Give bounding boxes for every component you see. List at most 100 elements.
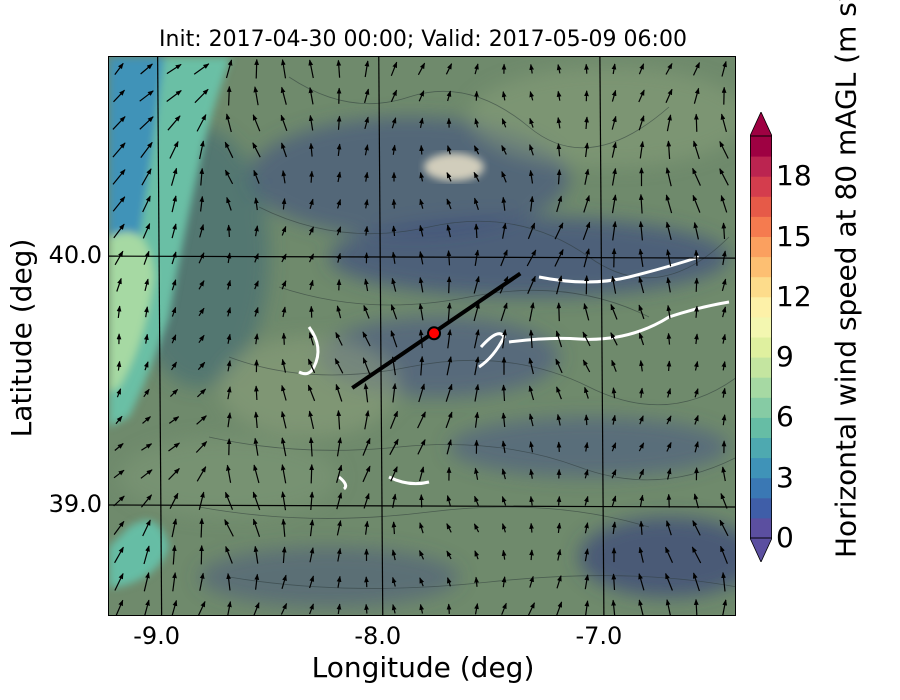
colorbar-band [750, 417, 772, 438]
wind-vector [528, 357, 534, 375]
wind-vector [474, 356, 480, 376]
wind-vector [473, 329, 480, 349]
wind-vector [309, 491, 315, 511]
wind-vector [168, 467, 180, 481]
wind-vector [721, 306, 727, 318]
wind-vector [611, 469, 617, 479]
wind-vector [198, 280, 205, 290]
wind-vector [390, 330, 398, 348]
colorbar-outline [750, 135, 772, 539]
wind-vector [336, 492, 343, 510]
wind-vector [529, 63, 535, 74]
wind-vector [584, 142, 590, 158]
wind-vector [143, 572, 150, 592]
wind-vector [639, 141, 645, 159]
colorbar-tick-label: 0 [776, 521, 794, 554]
wind-vector [224, 141, 234, 159]
wind-vector [638, 304, 645, 320]
wind-vector [226, 464, 232, 483]
wind-vector [692, 520, 701, 536]
wind-vector [193, 63, 210, 75]
wind-vector [281, 332, 287, 345]
wind-vector [473, 171, 480, 182]
wind-vector [584, 574, 590, 590]
wind-vector [114, 443, 124, 451]
wind-vector [169, 388, 179, 398]
wind-vector [583, 441, 589, 452]
wind-vector [253, 169, 260, 184]
wind-vector [171, 599, 178, 615]
colorbar-bands [750, 112, 772, 562]
wind-vector [692, 194, 701, 213]
wind-vector [252, 114, 261, 132]
colorbar-tick-label: 9 [776, 340, 794, 374]
wind-vector [226, 360, 232, 372]
wind-vector [556, 117, 562, 129]
wind-vector [309, 170, 314, 183]
wind-vector [611, 414, 617, 425]
wind-vector [171, 306, 177, 317]
wind-vector [501, 144, 507, 155]
wind-vector [694, 277, 699, 292]
wind-vector [500, 249, 508, 267]
wind-vector [639, 520, 644, 535]
wind-vector [694, 305, 699, 318]
wind-vector [281, 198, 287, 210]
wind-vector [419, 224, 424, 237]
wind-vector [253, 411, 259, 429]
wind-vector [417, 411, 426, 429]
wind-vector [171, 518, 178, 538]
wind-vector [254, 573, 260, 590]
wind-vector [446, 523, 452, 533]
wind-vector [720, 545, 728, 564]
wind-vector [584, 414, 589, 426]
wind-vector [253, 437, 259, 456]
wind-vector [583, 248, 590, 268]
wind-vector [556, 195, 563, 213]
wind-vector [226, 85, 232, 106]
wind-vector [556, 522, 562, 533]
wind-vector [199, 167, 205, 186]
wind-vector [280, 411, 287, 429]
wind-vector [171, 223, 177, 239]
colorbar-label: Horizontal wind speed at 80 mAGL (m s−1) [829, 0, 863, 558]
wind-vector [501, 91, 507, 101]
wind-vector [474, 576, 479, 587]
wind-vector [336, 603, 342, 614]
wind-vector [474, 495, 479, 506]
wind-vector [390, 61, 398, 77]
wind-vector [280, 86, 287, 105]
wind-vector [473, 145, 480, 155]
wind-vector [446, 577, 452, 587]
wind-vector [529, 549, 534, 561]
wind-vector [501, 496, 507, 506]
wind-vector [225, 545, 233, 564]
wind-vector [196, 388, 207, 398]
wind-vector [196, 466, 207, 482]
wind-vector [142, 519, 151, 537]
colorbar-band [750, 437, 772, 459]
wind-vector [554, 222, 564, 240]
wind-vector [143, 250, 150, 265]
wind-vector [199, 517, 205, 538]
wind-vector [556, 275, 563, 295]
wind-vector [391, 521, 397, 535]
wind-vector [418, 251, 424, 265]
wind-vector [446, 495, 452, 507]
wind-vector [309, 603, 314, 615]
wind-vector [473, 302, 480, 322]
wind-vector [197, 361, 206, 371]
wind-vector [692, 167, 701, 186]
wind-vector [112, 169, 126, 185]
colorbar-band [750, 296, 772, 318]
wind-vector [638, 442, 645, 452]
wind-vector [115, 415, 123, 425]
wind-vector [666, 441, 672, 452]
wind-vector [113, 495, 125, 507]
plot-title: Init: 2017-04-30 00:00; Valid: 2017-05-0… [159, 27, 687, 52]
wind-vector [199, 195, 205, 212]
wind-vector [556, 601, 563, 615]
wind-vector [445, 383, 453, 402]
wind-vector [309, 464, 315, 484]
wind-vector [720, 113, 727, 133]
